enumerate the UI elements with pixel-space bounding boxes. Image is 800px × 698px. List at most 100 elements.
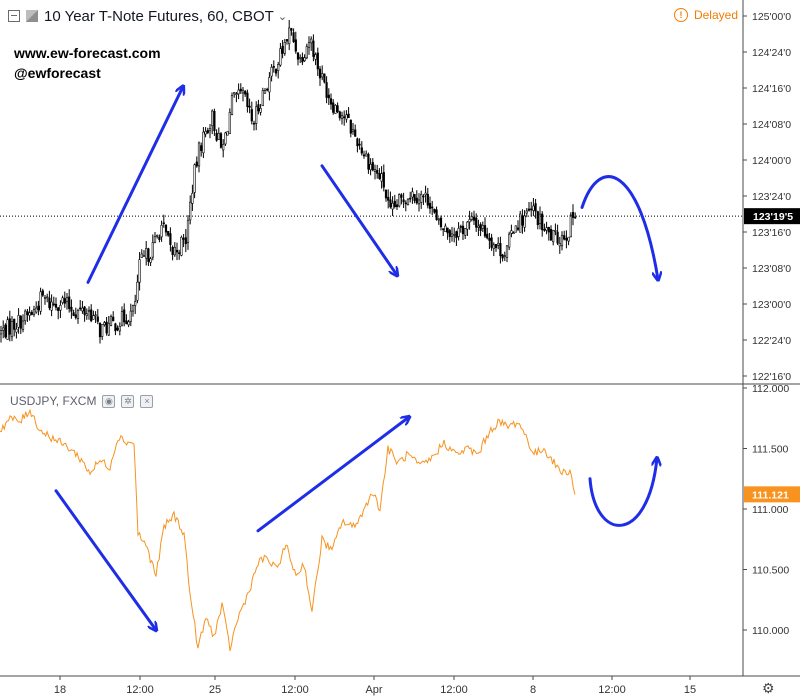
- candle-body: [345, 114, 348, 120]
- eye-icon[interactable]: ◉: [102, 394, 116, 408]
- price-tick-label: 110.000: [752, 625, 789, 637]
- forecast-curve-arrow[interactable]: [580, 175, 658, 280]
- price-tick-label: 111.500: [752, 444, 789, 456]
- candle-body: [437, 218, 440, 221]
- candle-body: [340, 115, 344, 119]
- candle-body: [525, 210, 528, 214]
- candle-body: [125, 320, 128, 325]
- candle-body: [63, 298, 66, 304]
- candle-body: [387, 196, 390, 201]
- candle-body: [563, 235, 566, 240]
- trend-arrow[interactable]: [320, 164, 397, 275]
- candle-body: [472, 216, 476, 221]
- candle-body: [112, 316, 115, 322]
- price-tick-label: 124'00'0: [752, 155, 791, 167]
- candle-body: [321, 73, 324, 78]
- trend-arrow[interactable]: [86, 87, 183, 284]
- candle-body: [79, 307, 82, 310]
- candle-body: [380, 173, 383, 182]
- candle-body: [226, 131, 229, 136]
- delayed-indicator[interactable]: ! Delayed: [673, 8, 738, 22]
- candle-body: [294, 39, 297, 52]
- candle-body: [195, 161, 198, 167]
- candle-body: [26, 311, 29, 315]
- candle-body: [301, 57, 304, 63]
- candle-body: [68, 296, 71, 309]
- collapse-box-icon[interactable]: [8, 10, 20, 22]
- candle-body: [543, 229, 546, 231]
- candle-body: [149, 258, 152, 263]
- forecast-curve-arrow[interactable]: [588, 458, 657, 527]
- candle-body: [15, 328, 18, 333]
- candle-body: [413, 194, 416, 201]
- price-tick-label: 111.000: [752, 504, 789, 516]
- candle-body: [151, 242, 154, 258]
- candle-body: [444, 225, 447, 232]
- candle-body: [219, 133, 223, 148]
- trend-arrow[interactable]: [54, 489, 156, 630]
- candle-body: [299, 56, 302, 59]
- close-icon[interactable]: ×: [140, 394, 154, 408]
- candle-body: [389, 199, 392, 208]
- candle-body: [461, 225, 465, 235]
- candle-body: [442, 228, 445, 230]
- candle-body: [239, 88, 242, 92]
- candle-body: [127, 321, 130, 326]
- candle-body: [420, 193, 423, 203]
- candle-body: [426, 193, 429, 206]
- candle-body: [433, 208, 436, 213]
- chart-settings-icon[interactable]: ⚙: [762, 680, 775, 696]
- candle-body: [138, 259, 141, 283]
- time-tick-label: 15: [684, 684, 696, 696]
- trend-arrow[interactable]: [256, 417, 409, 533]
- candle-body: [556, 231, 559, 244]
- candle-body: [109, 316, 113, 326]
- price-tick-label: 125'00'0: [752, 11, 791, 23]
- candle-body: [96, 316, 99, 322]
- chevron-down-icon[interactable]: ⌄: [277, 10, 288, 23]
- candle-body: [259, 108, 262, 113]
- price-tick-label: 124'16'0: [752, 83, 791, 95]
- candle-body: [255, 106, 258, 124]
- candle-body: [305, 46, 308, 59]
- candle-body: [235, 93, 238, 96]
- candle-body: [545, 227, 548, 231]
- candle-body: [398, 194, 401, 207]
- candle-body: [384, 189, 388, 199]
- symbol-title[interactable]: 10 Year T-Note Futures, 60, CBOT: [44, 7, 274, 25]
- candle-body: [508, 233, 511, 248]
- candle-body: [373, 169, 377, 172]
- candle-body: [24, 310, 27, 321]
- subpane-title[interactable]: USDJPY, FXCM: [10, 394, 97, 408]
- candle-body: [510, 230, 513, 234]
- candle-body: [316, 52, 319, 70]
- candle-body: [439, 217, 443, 228]
- candle-body: [552, 229, 555, 243]
- candle-body: [332, 102, 335, 113]
- candle-body: [268, 77, 271, 93]
- candlestick-series[interactable]: [0, 19, 577, 344]
- candle-body: [147, 248, 150, 262]
- flag-icon[interactable]: [26, 10, 38, 22]
- candle-body: [455, 231, 458, 238]
- candle-body: [336, 105, 339, 113]
- candle-body: [224, 132, 227, 145]
- candle-body: [415, 197, 418, 204]
- candle-body: [270, 66, 273, 77]
- gear-icon[interactable]: ✲: [121, 394, 135, 408]
- usdjpy-line[interactable]: [0, 408, 576, 652]
- candle-body: [505, 245, 509, 258]
- candle-body: [153, 236, 157, 243]
- candle-body: [404, 202, 407, 205]
- candle-body: [193, 164, 196, 193]
- candle-body: [134, 301, 137, 306]
- candle-body: [554, 230, 557, 232]
- time-tick-label: 8: [530, 684, 536, 696]
- candle-body: [466, 221, 469, 230]
- candle-body: [164, 225, 168, 233]
- price-tick-label: 123'00'0: [752, 299, 791, 311]
- candle-body: [204, 131, 207, 135]
- last-price-label: 123'19'5: [753, 211, 793, 223]
- candle-body: [288, 27, 291, 45]
